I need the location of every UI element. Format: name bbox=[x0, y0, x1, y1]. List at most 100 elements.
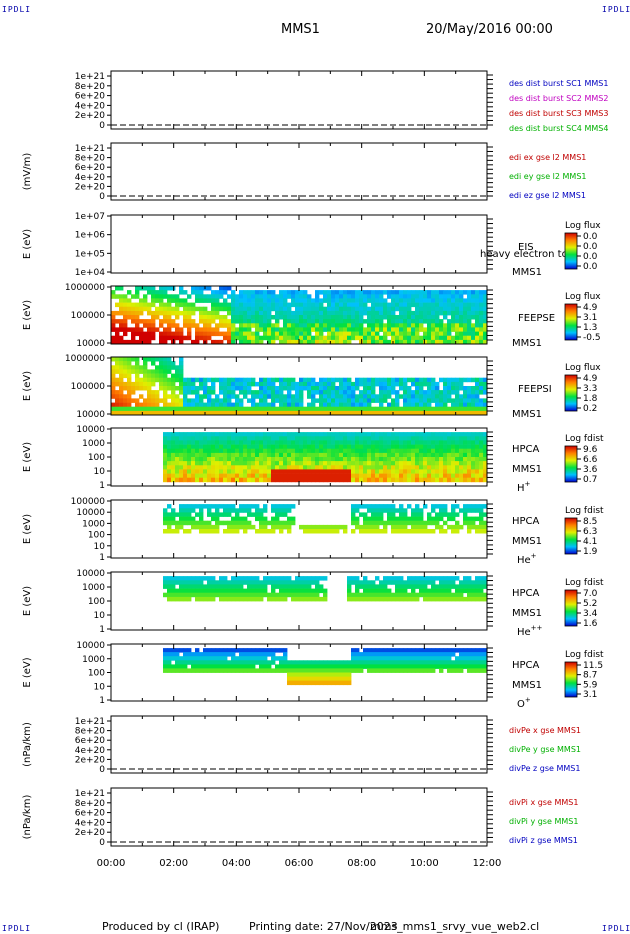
heatmap-cell bbox=[151, 302, 156, 308]
heatmap-cell bbox=[335, 410, 340, 416]
heatmap-cell bbox=[459, 306, 464, 312]
heatmap-cell bbox=[403, 319, 408, 324]
heatmap-cell bbox=[387, 668, 392, 673]
heatmap-cell bbox=[263, 377, 268, 383]
heatmap-cell bbox=[375, 298, 380, 303]
heatmap-cell bbox=[467, 648, 472, 653]
heatmap-cell bbox=[263, 444, 268, 450]
heatmap-cell bbox=[395, 444, 400, 450]
heatmap-cell bbox=[127, 394, 132, 399]
heatmap-cell bbox=[287, 394, 292, 399]
heatmap-cell bbox=[403, 327, 408, 332]
colorbar-tick-label: 0.0 bbox=[583, 232, 598, 242]
heatmap-cell bbox=[247, 310, 252, 316]
heatmap-cell bbox=[355, 457, 360, 462]
heatmap-cell bbox=[435, 660, 440, 665]
heatmap-cell bbox=[187, 592, 192, 598]
heatmap-cell bbox=[383, 377, 388, 383]
heatmap-cell bbox=[183, 664, 188, 669]
heatmap-cell bbox=[255, 290, 260, 295]
heatmap-cell bbox=[371, 592, 376, 598]
heatmap-cell bbox=[459, 440, 464, 445]
heatmap-cell bbox=[163, 529, 168, 534]
heatmap-cell bbox=[267, 335, 272, 341]
heatmap-cell bbox=[219, 592, 224, 598]
heatmap-cell bbox=[407, 394, 412, 399]
heatmap-cell bbox=[475, 444, 480, 450]
heatmap-cell bbox=[335, 452, 340, 458]
heatmap-cell bbox=[439, 660, 444, 665]
heatmap-cell bbox=[383, 448, 388, 454]
instrument-label: HPCA bbox=[512, 516, 540, 527]
heatmap-cell bbox=[351, 432, 356, 437]
heatmap-cell bbox=[411, 398, 416, 403]
heatmap-cell bbox=[475, 524, 480, 530]
axes-frame bbox=[110, 214, 488, 274]
heatmap-cell bbox=[347, 377, 352, 383]
heatmap-cell bbox=[311, 680, 316, 686]
heatmap-cell bbox=[291, 580, 296, 585]
heatmap-cell bbox=[123, 394, 128, 399]
heatmap-cell bbox=[427, 377, 432, 383]
heatmap-cell bbox=[271, 508, 276, 513]
heatmap-cell bbox=[179, 516, 184, 522]
heatmap-cell bbox=[419, 290, 424, 295]
heatmap-cell bbox=[315, 323, 320, 328]
heatmap-cell bbox=[375, 461, 380, 466]
heatmap-cell bbox=[215, 440, 220, 445]
heatmap-cell bbox=[247, 339, 252, 345]
heatmap-cell bbox=[203, 335, 208, 341]
heatmap-cell bbox=[139, 327, 144, 332]
heatmap-cell bbox=[271, 592, 276, 598]
heatmap-cell bbox=[411, 452, 416, 458]
heatmap-cell bbox=[167, 504, 172, 509]
heatmap-cell bbox=[451, 315, 456, 320]
heatmap-cell bbox=[311, 381, 316, 387]
heatmap-cell bbox=[351, 335, 356, 341]
heatmap-cell bbox=[475, 477, 480, 483]
heatmap-cell bbox=[235, 302, 240, 308]
heatmap-cell bbox=[243, 410, 248, 416]
heatmap-cell bbox=[315, 580, 320, 585]
heatmap-cell bbox=[375, 504, 380, 509]
heatmap-cell bbox=[415, 302, 420, 308]
heatmap-cell bbox=[195, 512, 200, 517]
heatmap-cell bbox=[391, 440, 396, 445]
heatmap-cell bbox=[407, 477, 412, 483]
heatmap-cell bbox=[207, 477, 212, 483]
heatmap-cell bbox=[203, 457, 208, 462]
heatmap-cell bbox=[379, 440, 384, 445]
heatmap-cell bbox=[299, 410, 304, 416]
heatmap-cell bbox=[315, 676, 320, 682]
heatmap-cell bbox=[331, 402, 336, 408]
heatmap-cell bbox=[351, 520, 356, 526]
heatmap-cell bbox=[463, 465, 468, 470]
heatmap-cell bbox=[383, 335, 388, 341]
heatmap-cell bbox=[371, 461, 376, 466]
heatmap-cell bbox=[331, 461, 336, 466]
heatmap-cell bbox=[271, 448, 276, 454]
heatmap-cell bbox=[331, 319, 336, 324]
heatmap-cell bbox=[347, 319, 352, 324]
heatmap-cell bbox=[207, 524, 212, 530]
heatmap-cell bbox=[399, 327, 404, 332]
heatmap-cell bbox=[171, 298, 176, 303]
heatmap-cell bbox=[119, 398, 124, 403]
heatmap-cell bbox=[235, 465, 240, 470]
heatmap-cell bbox=[287, 529, 292, 534]
heatmap-cell bbox=[399, 319, 404, 324]
heatmap-cell bbox=[415, 377, 420, 383]
heatmap-cell bbox=[239, 473, 244, 479]
heatmap-cell bbox=[303, 660, 308, 665]
heatmap-cell bbox=[403, 310, 408, 316]
heatmap-cell bbox=[427, 461, 432, 466]
heatmap-cell bbox=[195, 386, 200, 391]
y-tick-label: 10 bbox=[94, 611, 106, 621]
heatmap-cell bbox=[423, 504, 428, 509]
heatmap-cell bbox=[367, 432, 372, 437]
heatmap-cell bbox=[467, 660, 472, 665]
heatmap-cell bbox=[295, 323, 300, 328]
heatmap-cell bbox=[319, 327, 324, 332]
heatmap-cell bbox=[351, 576, 356, 581]
